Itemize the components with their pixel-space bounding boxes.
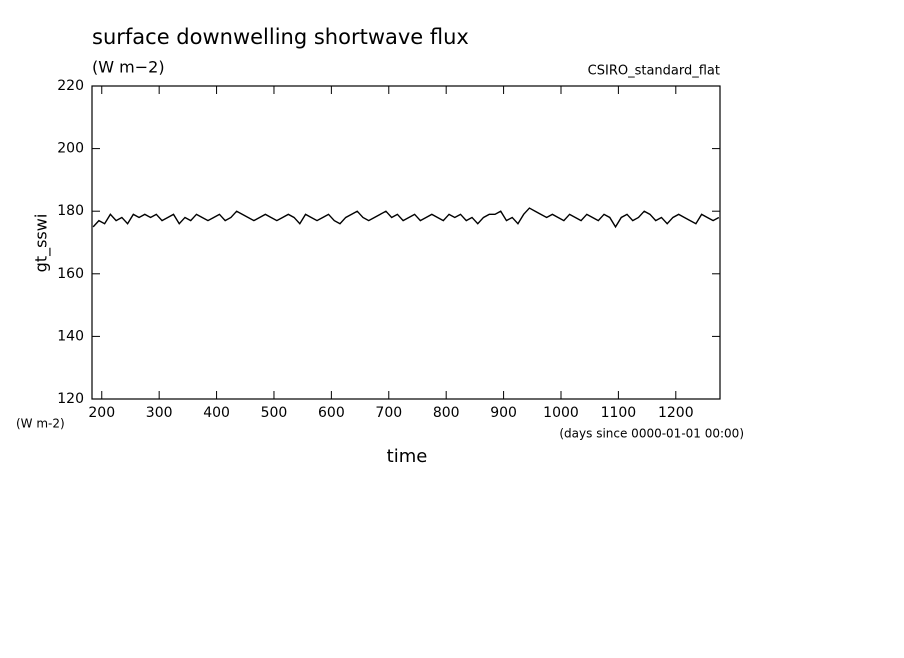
y-axis-label: gt_sswi — [32, 214, 52, 273]
x-unit: (days since 0000-01-01 00:00) — [559, 427, 744, 441]
x-tick-label: 1000 — [543, 405, 579, 421]
y-tick-label: 160 — [57, 266, 84, 282]
y-tick-label: 220 — [57, 78, 84, 94]
annotation: CSIRO_standard_flat — [588, 64, 720, 79]
y-tick-label: 140 — [57, 328, 84, 344]
chart-title: surface downwelling shortwave flux — [92, 25, 469, 49]
y-unit: (W m-2) — [16, 417, 65, 431]
x-tick-label: 400 — [203, 405, 230, 421]
x-tick-label: 1100 — [601, 405, 637, 421]
x-tick-label: 1200 — [658, 405, 694, 421]
chart-subtitle: (W m−2) — [92, 58, 165, 77]
x-tick-label: 500 — [261, 405, 288, 421]
x-tick-label: 900 — [490, 405, 517, 421]
y-tick-label: 180 — [57, 203, 84, 219]
x-tick-label: 700 — [375, 405, 402, 421]
y-tick-label: 200 — [57, 141, 84, 157]
plot-frame — [91, 85, 721, 400]
x-tick-label: 300 — [146, 405, 173, 421]
x-tick-label: 600 — [318, 405, 345, 421]
x-tick-label: 800 — [433, 405, 460, 421]
x-axis-label: time — [387, 446, 428, 467]
y-tick-label: 120 — [57, 391, 84, 407]
x-tick-label: 200 — [88, 405, 115, 421]
data-line — [92, 207, 720, 229]
